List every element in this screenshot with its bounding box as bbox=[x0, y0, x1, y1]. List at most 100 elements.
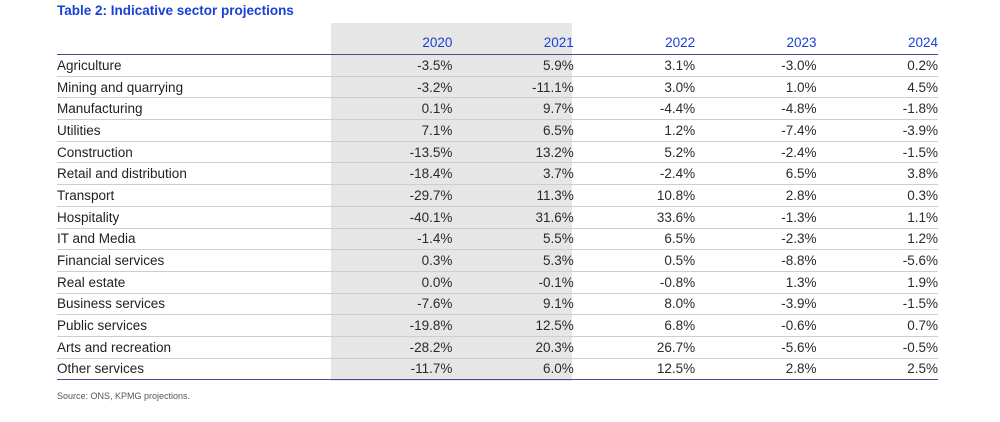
growth-value: 33.6% bbox=[573, 206, 696, 229]
growth-value: 0.0% bbox=[331, 271, 453, 294]
growth-value: 4.5% bbox=[816, 76, 938, 99]
growth-value: 26.7% bbox=[573, 336, 696, 359]
growth-value: 6.5% bbox=[695, 162, 817, 186]
growth-value: -7.6% bbox=[331, 293, 453, 316]
table-row: Business services -7.6% 9.1% 8.0% -3.9% -1.5% bbox=[57, 293, 938, 316]
growth-value: -1.5% bbox=[816, 141, 938, 164]
growth-value: 1.3% bbox=[695, 271, 817, 294]
growth-value: 3.0% bbox=[573, 76, 696, 99]
source-note: Source: ONS, KPMG projections. bbox=[57, 391, 191, 401]
growth-value: -1.4% bbox=[331, 228, 453, 251]
sector-name: Agriculture bbox=[57, 54, 331, 77]
header-year: 2021 bbox=[452, 31, 574, 55]
growth-value: -11.1% bbox=[452, 76, 574, 99]
growth-value: 31.6% bbox=[452, 206, 574, 229]
growth-value: 2.8% bbox=[695, 184, 817, 207]
growth-value: 1.0% bbox=[695, 76, 817, 99]
growth-value: 5.3% bbox=[452, 249, 574, 272]
header-year: 2020 bbox=[331, 31, 453, 55]
growth-value: -19.8% bbox=[331, 314, 453, 337]
growth-value: 0.3% bbox=[331, 249, 453, 272]
table-row: Retail and distribution -18.4% 3.7% -2.4% 6.… bbox=[57, 162, 938, 186]
growth-value: -0.1% bbox=[452, 271, 574, 294]
growth-value: -4.4% bbox=[573, 97, 696, 121]
header-year: 2022 bbox=[573, 31, 696, 55]
sector-name: Other services bbox=[57, 358, 331, 381]
table-body: Agriculture -3.5% 5.9% 3.1% -3.0% 0.2% Mining … bbox=[57, 54, 938, 381]
growth-value: 2.5% bbox=[816, 358, 938, 381]
growth-value: -18.4% bbox=[331, 162, 453, 186]
growth-value: -0.8% bbox=[573, 271, 696, 294]
header-sector bbox=[57, 31, 331, 55]
table-row: Other services -11.7% 6.0% 12.5% 2.8% 2.5% bbox=[57, 358, 938, 381]
sector-name: Utilities bbox=[57, 119, 331, 142]
table-row: Manufacturing 0.1% 9.7% -4.4% -4.8% -1.8% bbox=[57, 97, 938, 121]
growth-value: -2.3% bbox=[695, 228, 817, 251]
growth-value: -1.3% bbox=[695, 206, 817, 229]
growth-value: -13.5% bbox=[331, 141, 453, 164]
growth-value: 8.0% bbox=[573, 293, 696, 316]
growth-value: -1.5% bbox=[816, 293, 938, 316]
growth-value: 20.3% bbox=[452, 336, 574, 359]
sector-name: Construction bbox=[57, 141, 331, 164]
sector-name: Retail and distribution bbox=[57, 162, 331, 186]
growth-value: -29.7% bbox=[331, 184, 453, 207]
growth-value: 6.0% bbox=[452, 358, 574, 381]
growth-value: -0.5% bbox=[816, 336, 938, 359]
growth-value: -3.0% bbox=[695, 54, 817, 77]
growth-value: 0.2% bbox=[816, 54, 938, 77]
growth-value: -5.6% bbox=[816, 249, 938, 272]
growth-value: 7.1% bbox=[331, 119, 453, 142]
table-row: Construction -13.5% 13.2% 5.2% -2.4% -1.5% bbox=[57, 141, 938, 164]
table-row: Hospitality -40.1% 31.6% 33.6% -1.3% 1.1% bbox=[57, 206, 938, 229]
table-row: Agriculture -3.5% 5.9% 3.1% -3.0% 0.2% bbox=[57, 54, 938, 77]
growth-value: 1.2% bbox=[573, 119, 696, 142]
growth-value: -0.6% bbox=[695, 314, 817, 337]
table-row: IT and Media -1.4% 5.5% 6.5% -2.3% 1.2% bbox=[57, 228, 938, 251]
table-row: Mining and quarrying -3.2% -11.1% 3.0% 1.0% 4… bbox=[57, 76, 938, 99]
growth-value: 9.1% bbox=[452, 293, 574, 316]
sector-name: Public services bbox=[57, 314, 331, 337]
table-row: Financial services 0.3% 5.3% 0.5% -8.8% -5.6% bbox=[57, 249, 938, 272]
growth-value: -1.8% bbox=[816, 97, 938, 121]
table-row: Transport -29.7% 11.3% 10.8% 2.8% 0.3% bbox=[57, 184, 938, 207]
growth-value: 1.9% bbox=[816, 271, 938, 294]
growth-value: -3.9% bbox=[695, 293, 817, 316]
sector-name: Transport bbox=[57, 184, 331, 207]
growth-value: 12.5% bbox=[573, 358, 696, 381]
growth-value: -2.4% bbox=[573, 162, 696, 186]
growth-value: 3.1% bbox=[573, 54, 696, 77]
sector-name: Financial services bbox=[57, 249, 331, 272]
growth-value: -2.4% bbox=[695, 141, 817, 164]
table-title: Table 2: Indicative sector projections bbox=[57, 3, 294, 18]
growth-value: 1.1% bbox=[816, 206, 938, 229]
sector-name: Hospitality bbox=[57, 206, 331, 229]
growth-value: -7.4% bbox=[695, 119, 817, 142]
growth-value: 0.3% bbox=[816, 184, 938, 207]
growth-value: 1.2% bbox=[816, 228, 938, 251]
growth-value: 3.8% bbox=[816, 162, 938, 186]
growth-value: 12.5% bbox=[452, 314, 574, 337]
sector-name: Manufacturing bbox=[57, 97, 331, 121]
header-row: 2020 2021 2022 2023 2024 bbox=[57, 31, 938, 55]
growth-value: 2.8% bbox=[695, 358, 817, 381]
growth-value: 11.3% bbox=[452, 184, 574, 207]
growth-value: 9.7% bbox=[452, 97, 574, 121]
growth-value: -3.9% bbox=[816, 119, 938, 142]
growth-value: 5.9% bbox=[452, 54, 574, 77]
growth-value: -3.2% bbox=[331, 76, 453, 99]
growth-value: 5.2% bbox=[573, 141, 696, 164]
sector-name: Real estate bbox=[57, 271, 331, 294]
table-row: Arts and recreation -28.2% 20.3% 26.7% -5.6%… bbox=[57, 336, 938, 359]
sector-projections-table: 2020 2021 2022 2023 2024 Agriculture -3.5… bbox=[57, 31, 938, 381]
growth-value: 6.8% bbox=[573, 314, 696, 337]
growth-value: 3.7% bbox=[452, 162, 574, 186]
growth-value: 0.5% bbox=[573, 249, 696, 272]
header-year: 2024 bbox=[816, 31, 938, 55]
growth-value: 0.1% bbox=[331, 97, 453, 121]
growth-value: -8.8% bbox=[695, 249, 817, 272]
header-year: 2023 bbox=[695, 31, 817, 55]
growth-value: 6.5% bbox=[573, 228, 696, 251]
growth-value: 10.8% bbox=[573, 184, 696, 207]
growth-value: -40.1% bbox=[331, 206, 453, 229]
